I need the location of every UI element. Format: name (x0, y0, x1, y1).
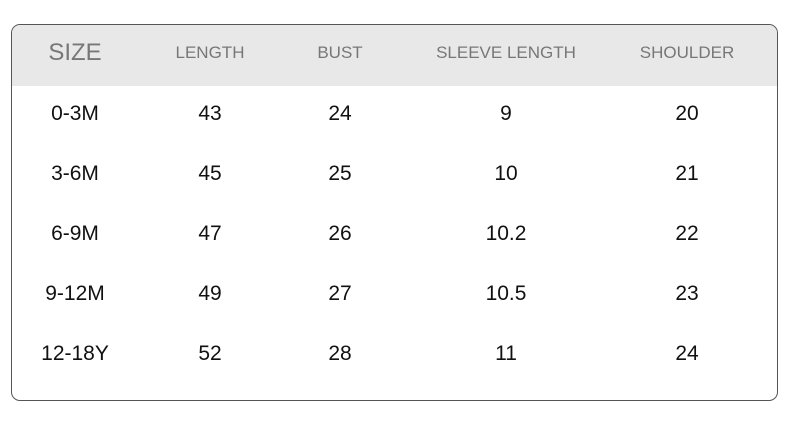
cell-sleeve-length: 10.2 (485, 222, 527, 245)
header-length: LENGTH (175, 43, 245, 62)
cell-size: 9-12M (45, 282, 105, 305)
table-header (12, 25, 777, 86)
cell-bust: 26 (328, 222, 352, 245)
cell-shoulder: 22 (675, 222, 699, 245)
cell-length: 43 (198, 102, 222, 125)
cell-length: 52 (198, 342, 222, 365)
cell-bust: 24 (328, 102, 352, 125)
header-shoulder: SHOULDER (639, 43, 735, 62)
cell-size: 12-18Y (41, 342, 109, 365)
header-size: SIZE (48, 39, 102, 66)
cell-sleeve-length: 11 (495, 342, 517, 365)
size-chart-table (11, 24, 778, 401)
cell-length: 47 (198, 222, 222, 245)
cell-size: 6-9M (51, 222, 99, 245)
cell-sleeve-length: 9 (500, 102, 512, 125)
cell-bust: 28 (328, 342, 352, 365)
cell-shoulder: 21 (675, 162, 699, 185)
header-sleeve-length: SLEEVE LENGTH (436, 43, 576, 62)
cell-bust: 27 (328, 282, 352, 305)
cell-length: 49 (198, 282, 222, 305)
cell-length: 45 (198, 162, 222, 185)
cell-sleeve-length: 10 (494, 162, 518, 185)
cell-bust: 25 (328, 162, 352, 185)
cell-size: 3-6M (51, 162, 99, 185)
cell-shoulder: 20 (675, 102, 699, 125)
cell-size: 0-3M (51, 102, 99, 125)
cell-shoulder: 23 (675, 282, 699, 305)
cell-sleeve-length: 10.5 (485, 282, 527, 305)
header-bust: BUST (317, 43, 363, 62)
cell-shoulder: 24 (675, 342, 699, 365)
